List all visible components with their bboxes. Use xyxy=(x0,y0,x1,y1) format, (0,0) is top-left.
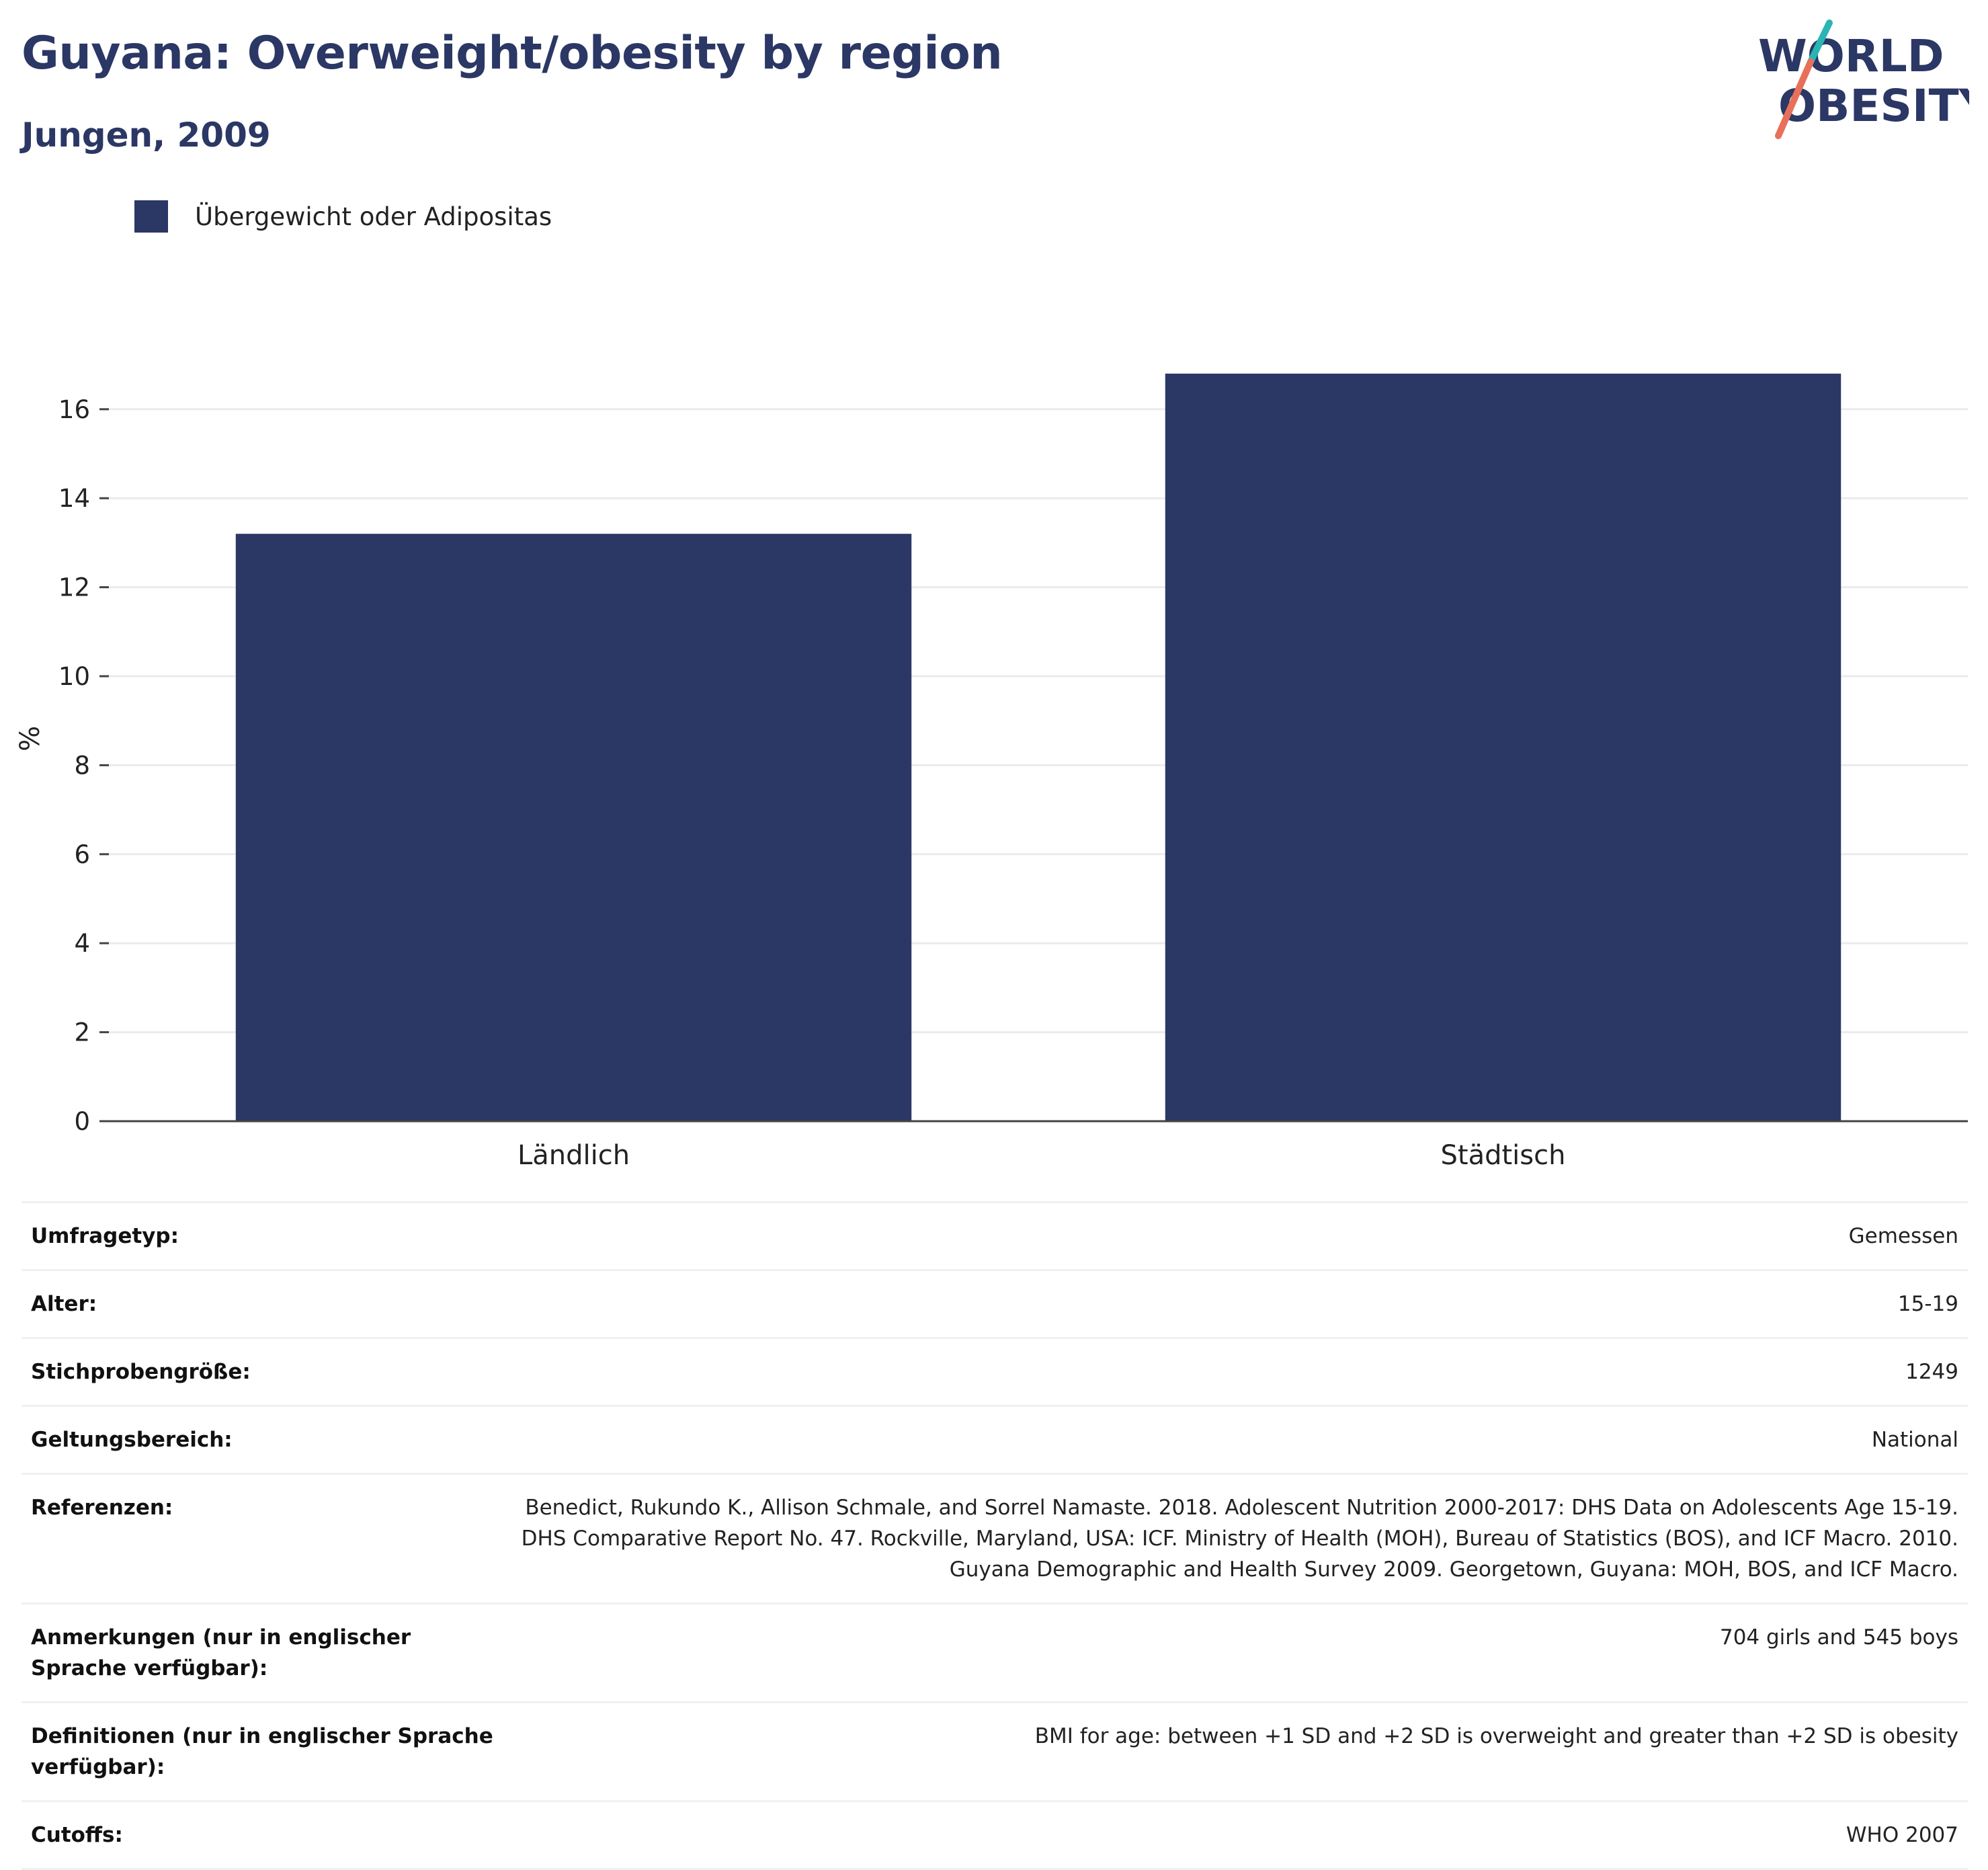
bars xyxy=(235,373,1841,1121)
info-row: Geltungsbereich: National xyxy=(22,1406,1968,1474)
info-row: Umfragetyp: Gemessen xyxy=(22,1202,1968,1270)
legend-label: Übergewicht oder Adipositas xyxy=(195,202,552,231)
chart-title: Guyana: Overweight/obesity by region xyxy=(22,27,1003,80)
y-tick-label: 16 xyxy=(58,395,90,424)
info-key: Geltungsbereich: xyxy=(31,1428,233,1452)
y-tick-label: 8 xyxy=(74,751,90,780)
x-axis-labels: Ländlich Städtisch xyxy=(517,1140,1566,1171)
y-tick-label: 2 xyxy=(74,1018,90,1047)
info-row: Stichprobengröße: 1249 xyxy=(22,1338,1968,1406)
logo-slash-coral xyxy=(1775,58,1814,139)
info-row: Cutoffs: WHO 2007 xyxy=(22,1801,1968,1869)
info-value: National xyxy=(1871,1428,1958,1452)
info-value: Benedict, Rukundo K., Allison Schmale, a… xyxy=(521,1496,1958,1582)
y-tick-label: 4 xyxy=(74,929,90,958)
logo-slash-teal xyxy=(1807,19,1833,65)
survey-info-table: Umfragetyp: Gemessen Alter: 15-19 Stichprobe… xyxy=(22,1201,1968,1870)
y-tick-label: 14 xyxy=(58,484,90,513)
y-tick-label: 6 xyxy=(74,840,90,869)
info-key: Alter: xyxy=(31,1292,97,1316)
x-tick-label: Städtisch xyxy=(1441,1140,1566,1171)
legend-swatch xyxy=(134,200,168,233)
info-row: Anmerkungen (nur in englischer Sprache v… xyxy=(22,1603,1968,1703)
info-row: Referenzen: Benedict, Rukundo K., Allison… xyxy=(22,1473,1968,1604)
info-value: 15-19 xyxy=(1897,1292,1958,1316)
y-tick-label: 12 xyxy=(58,573,90,602)
info-key: Umfragetyp: xyxy=(31,1224,179,1248)
info-row: Definitionen (nur in englischer Sprache … xyxy=(22,1702,1968,1801)
info-value: 704 girls and 545 boys xyxy=(1719,1625,1958,1650)
logo-text-world: WORLD xyxy=(1758,30,1944,82)
y-tick-label: 0 xyxy=(74,1107,90,1136)
info-key: Stichprobengröße: xyxy=(31,1360,251,1384)
info-key: Cutoffs: xyxy=(31,1823,123,1847)
info-value: WHO 2007 xyxy=(1846,1823,1958,1847)
y-axis-ticks: 0 2 4 6 8 10 12 14 16 xyxy=(58,395,109,1136)
bar-chart: 0 2 4 6 8 10 12 14 16 Ländlich Städtisch % xyxy=(15,373,1968,1171)
info-row: Alter: 15-19 xyxy=(22,1270,1968,1338)
chart-subtitle: Jungen, 2009 xyxy=(22,116,271,155)
y-axis-label: % xyxy=(15,726,46,751)
info-key: Definitionen (nur in englischer Sprache … xyxy=(31,1724,493,1779)
info-value: Gemessen xyxy=(1848,1224,1958,1248)
info-key: Referenzen: xyxy=(31,1496,173,1520)
chart-legend[interactable]: Übergewicht oder Adipositas xyxy=(134,200,552,233)
logo-text-obesity: OBESITY xyxy=(1778,80,1969,132)
world-obesity-logo: WORLD OBESITY xyxy=(1758,19,1969,139)
info-value: BMI for age: between +1 SD and +2 SD is … xyxy=(1034,1724,1958,1748)
bar-1[interactable] xyxy=(1165,373,1841,1121)
info-value: 1249 xyxy=(1905,1360,1958,1384)
info-key: Anmerkungen (nur in englischer Sprache v… xyxy=(31,1625,411,1680)
bar-0[interactable] xyxy=(235,534,912,1121)
x-tick-label: Ländlich xyxy=(517,1140,630,1171)
y-tick-label: 10 xyxy=(58,662,90,691)
